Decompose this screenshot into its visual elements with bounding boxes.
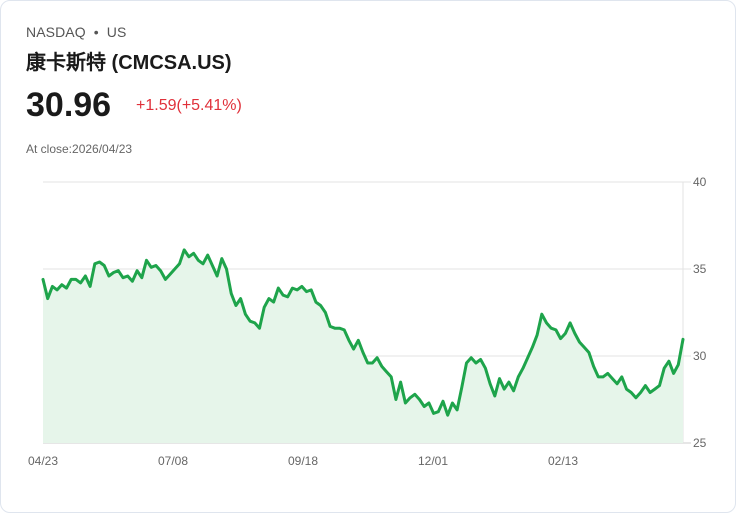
y-axis-ticks: 40 35 30 25	[693, 175, 707, 450]
x-tick-label: 12/01	[418, 454, 448, 468]
price-change: +1.59(+5.41%)	[136, 97, 242, 114]
y-tick-label: 35	[693, 262, 707, 276]
exchange-line: NASDAQ • US	[26, 24, 126, 40]
x-tick-label: 02/13	[548, 454, 578, 468]
stock-title: 康卡斯特 (CMCSA.US)	[26, 52, 232, 74]
y-tick-label: 30	[693, 349, 707, 363]
y-tick-label: 40	[693, 175, 707, 189]
x-tick-label: 04/23	[28, 454, 58, 468]
current-price: 30.96	[26, 86, 112, 124]
x-tick-label: 09/18	[288, 454, 318, 468]
price-line	[41, 248, 685, 417]
price-area-fill	[43, 249, 683, 443]
x-axis-ticks: 04/23 07/08 09/18 12/01 02/13	[28, 454, 578, 468]
close-date: At close:2026/04/23	[26, 142, 133, 156]
y-tick-label: 25	[693, 436, 707, 450]
separator-dot: •	[93, 24, 99, 40]
x-tick-label: 07/08	[158, 454, 188, 468]
region: US	[106, 24, 127, 40]
exchange-name: NASDAQ	[26, 24, 86, 40]
